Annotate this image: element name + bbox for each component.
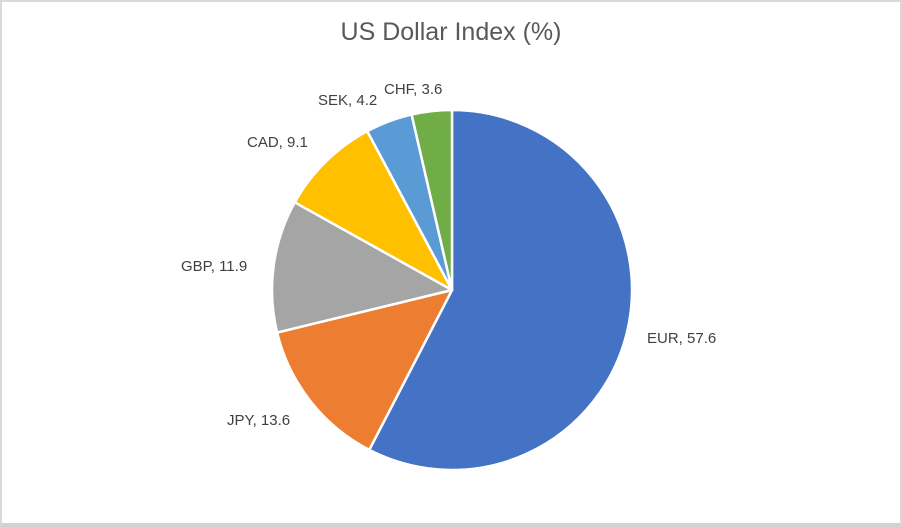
pie-slice-cad[interactable] [293, 129, 454, 292]
data-label-eur: EUR, 57.6 [647, 330, 717, 347]
data-label-chf: CHF, 3.6 [384, 81, 443, 98]
pie-slice-chf[interactable] [410, 108, 454, 292]
data-label-gbp: GBP, 11.9 [181, 258, 248, 275]
data-label-jpy: JPY, 13.6 [227, 412, 291, 429]
chart-title: US Dollar Index (%) [340, 18, 562, 46]
data-label-cad: CAD, 9.1 [247, 134, 308, 151]
pie-slice-jpy[interactable] [275, 288, 454, 452]
pie-slice-gbp[interactable] [270, 201, 454, 334]
pie-slice-eur[interactable] [368, 108, 634, 472]
data-label-sek: SEK, 4.2 [318, 92, 378, 109]
